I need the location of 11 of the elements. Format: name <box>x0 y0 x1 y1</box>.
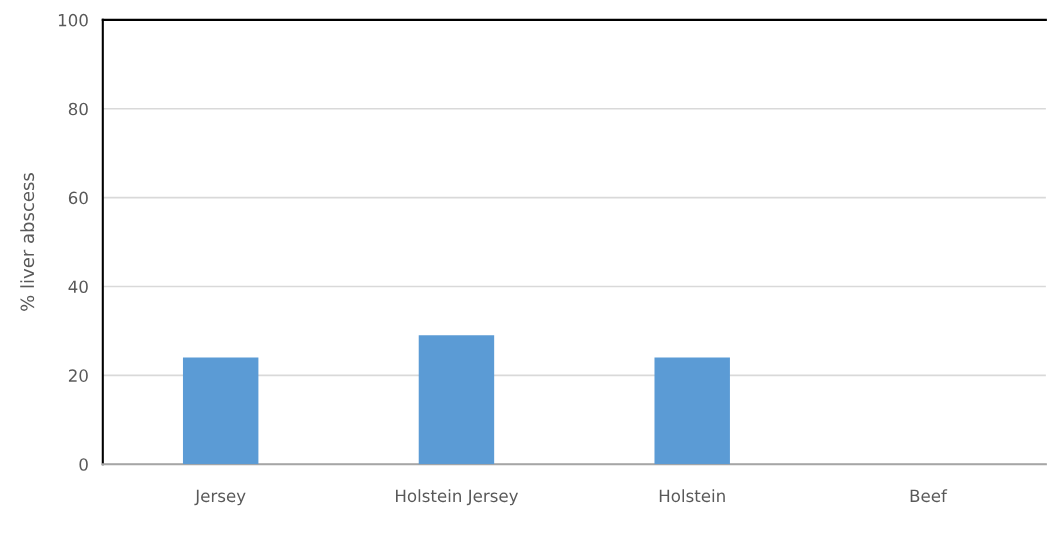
x-tick-label: Holstein <box>659 489 725 503</box>
x-tick-label: Holstein Jersey <box>396 489 519 506</box>
x-tick-label: Jersey <box>194 489 246 506</box>
y-tick-label: 20 <box>68 369 88 382</box>
y-tick-label: 0 <box>79 458 88 471</box>
x-tick-label: Beef <box>910 489 948 503</box>
y-tick-label: 60 <box>68 191 88 205</box>
y-tick-label: 80 <box>68 102 88 116</box>
y-axis-title: % liver abscess <box>20 173 35 311</box>
y-tick-label: 40 <box>68 280 88 294</box>
y-tick-label: 100 <box>58 13 88 27</box>
